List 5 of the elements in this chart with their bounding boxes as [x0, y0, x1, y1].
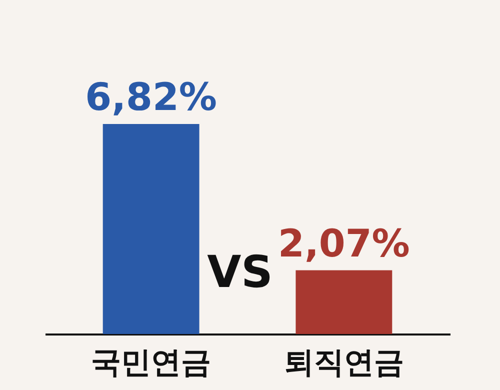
x-tick-label: 퇴직연금	[284, 346, 404, 380]
x-tick-label: 국민연금	[91, 346, 212, 380]
data-label: 6,82%	[85, 75, 217, 119]
annotation: VS	[207, 247, 273, 298]
data-label: 2,07%	[278, 221, 410, 266]
